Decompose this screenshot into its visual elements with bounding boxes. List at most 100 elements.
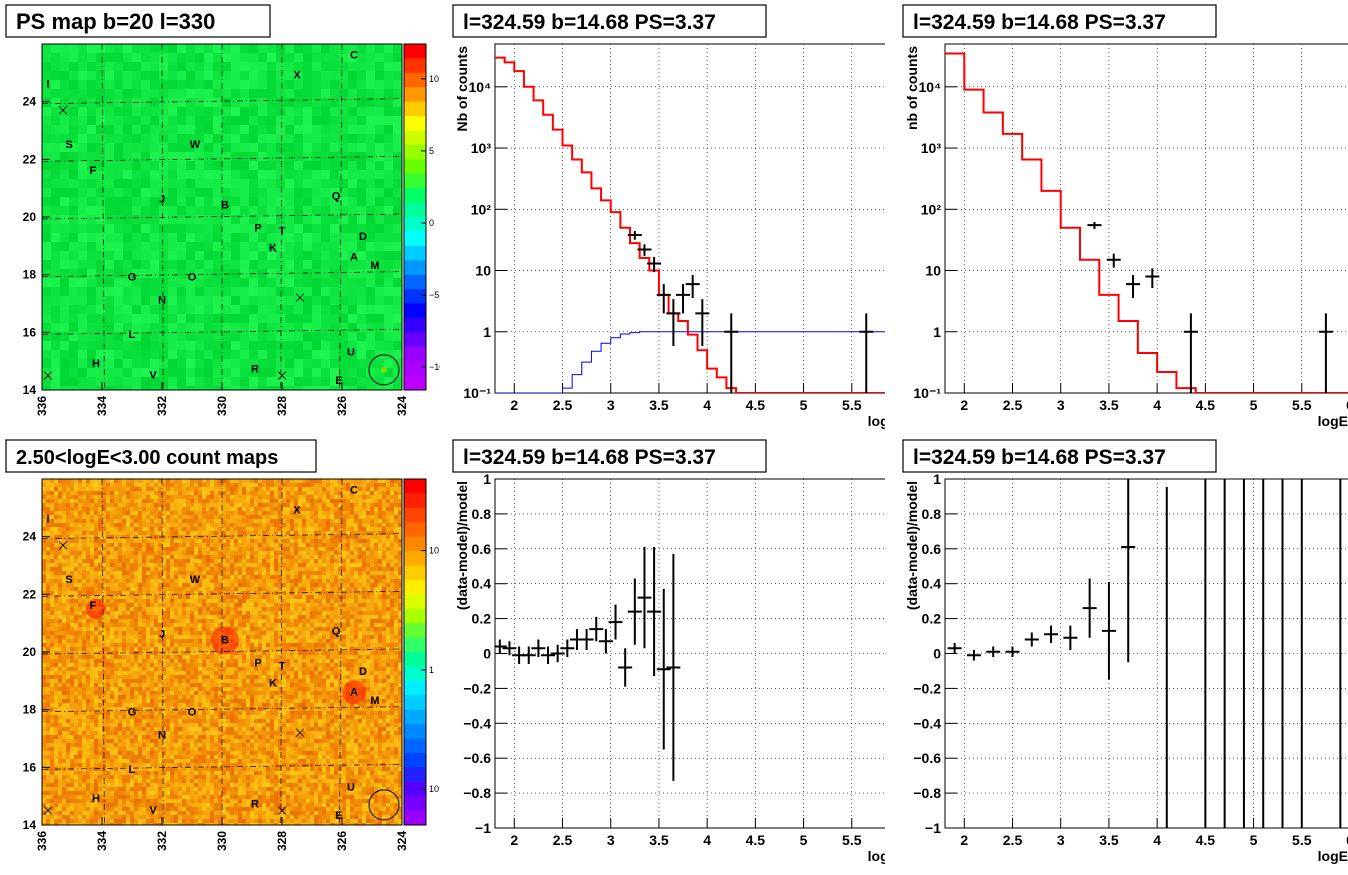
map-x-tick-label: 336 bbox=[35, 396, 49, 416]
map-y-tick-label: 16 bbox=[23, 325, 37, 339]
source-label: R bbox=[251, 364, 259, 376]
source-label: P bbox=[254, 657, 261, 669]
x-tick-label: 4.5 bbox=[746, 397, 766, 413]
y-tick-label: −0.4 bbox=[463, 715, 491, 731]
residual-point bbox=[1121, 479, 1136, 663]
source-label: F bbox=[90, 600, 97, 612]
map-grid-meridian bbox=[339, 43, 343, 391]
map-x-tick-label: 334 bbox=[95, 831, 109, 851]
y-tick-label: 10³ bbox=[921, 140, 942, 156]
residual-chart-1: l=324.59 b=14.68 PS=3.37 2 2.5 3 3.5 4 4.5 5 5.5… bbox=[452, 439, 885, 864]
data-point bbox=[656, 284, 671, 314]
x-tick-label: 5 bbox=[1250, 397, 1258, 413]
data-point bbox=[676, 284, 691, 314]
y-tick-label: 0.4 bbox=[922, 576, 942, 592]
map-y-tick-label: 22 bbox=[23, 152, 37, 166]
y-tick-label: 0.4 bbox=[472, 576, 492, 592]
residual-point bbox=[647, 547, 662, 677]
residual-point bbox=[656, 588, 671, 750]
y-tick-label: 10⁴ bbox=[919, 79, 942, 95]
y-tick-label: 10² bbox=[471, 201, 492, 217]
source-label: T bbox=[279, 660, 286, 672]
map-y-tick-label: 24 bbox=[23, 95, 37, 109]
source-label: A bbox=[350, 686, 358, 698]
map-grid-parallel bbox=[41, 271, 403, 278]
residual-point bbox=[589, 616, 604, 642]
y-axis-label: (data-model)/model bbox=[904, 481, 920, 610]
data-point bbox=[685, 275, 700, 299]
source-label: P bbox=[254, 222, 261, 234]
x-axis-label: logE bbox=[868, 413, 885, 429]
residual-point bbox=[495, 639, 507, 654]
map-y-tick-label: 20 bbox=[23, 645, 37, 659]
map-title: PS map b=20 l=330 bbox=[16, 9, 215, 34]
residual-point bbox=[1024, 632, 1039, 647]
data-point bbox=[695, 299, 710, 346]
count-map-panel: 2.50<logE<3.00 count maps 336 334 332 330 328… bbox=[5, 439, 440, 851]
plot-frame bbox=[494, 43, 885, 394]
plot-frame bbox=[944, 43, 1348, 394]
data-point bbox=[1106, 253, 1121, 268]
x-tick-label: 5 bbox=[1250, 832, 1258, 848]
colorbar-tick-label: 0 bbox=[429, 218, 434, 228]
map-grid-meridian bbox=[101, 43, 105, 391]
source-cross-marker bbox=[277, 371, 287, 380]
y-tick-label: 10⁻¹ bbox=[463, 385, 491, 401]
colorbar bbox=[404, 44, 426, 391]
x-tick-label: 6 bbox=[1346, 397, 1348, 413]
source-label: D bbox=[359, 666, 367, 678]
x-tick-label: 4.5 bbox=[746, 832, 766, 848]
map-y-tick-label: 24 bbox=[23, 530, 37, 544]
map-grid-parallel bbox=[41, 533, 403, 540]
ps-map-panel: PS map b=20 l=330 336 334 332 330 328 326 324 14… bbox=[5, 4, 440, 416]
residual-point bbox=[560, 639, 575, 657]
x-tick-label: 3 bbox=[1057, 397, 1065, 413]
y-tick-label: −0.6 bbox=[463, 750, 491, 766]
source-label: H bbox=[92, 358, 100, 370]
plot-area bbox=[495, 547, 681, 781]
y-tick-label: 0.8 bbox=[922, 506, 942, 522]
plot-area bbox=[947, 479, 1342, 828]
source-label: T bbox=[279, 225, 286, 237]
x-tick-label: 5.5 bbox=[842, 832, 862, 848]
psf-circle bbox=[368, 354, 400, 386]
y-tick-label: 10⁴ bbox=[469, 79, 492, 95]
source-cross-marker bbox=[295, 293, 305, 303]
data-point bbox=[647, 257, 662, 273]
map-x-tick-label: 332 bbox=[155, 831, 169, 851]
source-label: J bbox=[159, 629, 165, 641]
chart-title: l=324.59 b=14.68 PS=3.37 bbox=[913, 446, 1166, 469]
residual-point bbox=[598, 629, 613, 654]
spectrum-chart-2: l=324.59 b=14.68 PS=3.37 2 2.5 3 3.5 4 4.5 5 5.5… bbox=[902, 4, 1348, 429]
source-label: S bbox=[65, 139, 72, 151]
y-tick-label: 1 bbox=[933, 471, 941, 487]
y-tick-label: 1 bbox=[483, 471, 491, 487]
x-tick-label: 5.5 bbox=[1292, 832, 1312, 848]
residual-point bbox=[947, 643, 962, 654]
map-x-tick-label: 324 bbox=[395, 396, 409, 416]
residual-point bbox=[608, 604, 623, 640]
map-y-tick-label: 14 bbox=[23, 818, 37, 832]
source-label: J bbox=[159, 194, 165, 206]
source-cross-marker bbox=[277, 806, 287, 815]
x-tick-label: 2 bbox=[510, 397, 518, 413]
map-x-tick-label: 334 bbox=[95, 396, 109, 416]
residual-point bbox=[986, 646, 1001, 657]
data-point bbox=[666, 299, 681, 346]
source-label: M bbox=[370, 260, 379, 272]
colorbar-tick-label: 10 bbox=[429, 546, 439, 556]
x-tick-label: 3 bbox=[607, 832, 615, 848]
x-tick-label: 4 bbox=[1153, 832, 1161, 848]
map-grid-parallel bbox=[41, 590, 403, 597]
residual-point bbox=[666, 554, 681, 781]
residual-point bbox=[637, 547, 652, 649]
chart-title: l=324.59 b=14.68 PS=3.37 bbox=[913, 11, 1166, 34]
map-grid-parallel bbox=[41, 155, 403, 162]
source-label: L bbox=[129, 764, 136, 776]
y-axis-label: nb of counts bbox=[904, 46, 920, 130]
chart-title-box bbox=[452, 4, 767, 38]
x-tick-label: 4 bbox=[703, 832, 711, 848]
y-axis-label: Nb of counts bbox=[454, 46, 470, 132]
x-tick-label: 3 bbox=[607, 397, 615, 413]
